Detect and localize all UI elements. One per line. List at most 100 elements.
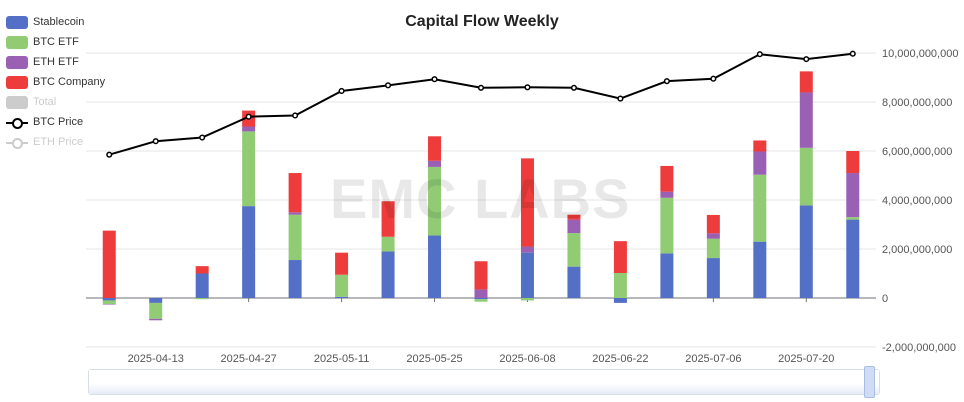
bar-btc-etf[interactable]: [335, 274, 349, 297]
bar-eth-etf[interactable]: [706, 233, 720, 239]
btc-price-point[interactable]: [106, 151, 113, 158]
legend-item-stablecoin[interactable]: Stablecoin: [6, 12, 105, 32]
bar-btc-company[interactable]: [660, 165, 674, 192]
bar-stablecoin[interactable]: [149, 298, 163, 303]
bar-btc-company[interactable]: [799, 71, 813, 93]
bar-eth-etf[interactable]: [242, 126, 256, 132]
btc-price-point[interactable]: [803, 56, 810, 63]
legend-item-btc-etf[interactable]: BTC ETF: [6, 32, 105, 52]
bar-btc-company[interactable]: [567, 214, 581, 220]
legend-item-btc-price[interactable]: BTC Price: [6, 112, 105, 132]
bar-btc-company[interactable]: [753, 140, 767, 152]
legend-item-total[interactable]: Total: [6, 92, 105, 112]
bar-btc-company[interactable]: [102, 230, 116, 298]
btc-price-point[interactable]: [245, 113, 252, 120]
btc-price-point[interactable]: [477, 84, 485, 91]
bar-eth-etf[interactable]: [149, 318, 163, 321]
btc-price-point[interactable]: [663, 78, 670, 85]
bar-btc-company[interactable]: [706, 214, 720, 234]
bar-eth-etf[interactable]: [428, 160, 442, 167]
bar-btc-etf[interactable]: [242, 131, 256, 207]
bar-btc-company[interactable]: [195, 266, 209, 274]
legend-item-eth-etf[interactable]: ETH ETF: [6, 52, 105, 72]
bar-eth-etf[interactable]: [567, 219, 581, 234]
legend: Stablecoin BTC ETF ETH ETF BTC Company T…: [6, 12, 105, 152]
bar-btc-etf[interactable]: [613, 273, 627, 298]
btc-price-point[interactable]: [570, 84, 577, 91]
bar-stablecoin[interactable]: [335, 296, 349, 298]
zoom-preview: [89, 370, 879, 394]
y-tick-label: 8,000,000,000: [882, 97, 952, 109]
bar-stablecoin[interactable]: [381, 251, 395, 298]
bar-btc-etf[interactable]: [428, 166, 442, 236]
bar-btc-company[interactable]: [381, 201, 395, 237]
bar-btc-etf[interactable]: [846, 217, 860, 220]
bar-eth-etf[interactable]: [474, 289, 488, 298]
bar-eth-etf[interactable]: [288, 212, 302, 215]
bar-btc-company[interactable]: [474, 261, 488, 290]
y-tick-label: 4,000,000,000: [882, 195, 952, 207]
bar-stablecoin[interactable]: [846, 219, 860, 298]
bar-btc-etf[interactable]: [288, 214, 302, 261]
zoom-handle[interactable]: [864, 366, 875, 398]
btc-price-point[interactable]: [385, 82, 392, 89]
btc-etf-swatch: [6, 35, 28, 49]
btc-price-point[interactable]: [292, 112, 299, 119]
bar-btc-etf[interactable]: [474, 299, 488, 302]
bar-eth-etf[interactable]: [799, 92, 813, 148]
bar-stablecoin[interactable]: [567, 266, 581, 298]
btc-price-point[interactable]: [431, 76, 438, 83]
legend-label: BTC Price: [33, 116, 84, 128]
btc-price-point[interactable]: [710, 75, 717, 82]
bar-stablecoin[interactable]: [288, 260, 302, 298]
bar-stablecoin[interactable]: [428, 235, 442, 298]
data-zoom-slider[interactable]: [88, 366, 880, 398]
x-tick-label: 2025-07-20: [778, 353, 834, 365]
bar-btc-company[interactable]: [428, 136, 442, 161]
bar-btc-company[interactable]: [613, 241, 627, 274]
bar-stablecoin[interactable]: [753, 241, 767, 298]
eth-etf-swatch: [6, 55, 28, 69]
btc-price-point[interactable]: [849, 50, 856, 57]
bar-btc-company[interactable]: [520, 158, 534, 247]
bar-stablecoin[interactable]: [799, 205, 813, 298]
bar-btc-company[interactable]: [335, 252, 349, 275]
bar-eth-etf[interactable]: [753, 151, 767, 175]
bar-btc-company[interactable]: [846, 151, 860, 174]
btc-price-point[interactable]: [617, 95, 624, 102]
btc-price-point[interactable]: [199, 134, 206, 141]
y-axis-tick-labels: -2,000,000,000 0 2,000,000,000 4,000,000,00…: [882, 48, 958, 354]
bar-btc-etf[interactable]: [195, 298, 209, 300]
btc-price-point[interactable]: [756, 51, 763, 58]
bar-btc-etf[interactable]: [381, 236, 395, 252]
btc-price-point[interactable]: [524, 84, 531, 91]
y-tick-label: -2,000,000,000: [882, 342, 956, 354]
bar-btc-etf[interactable]: [706, 238, 720, 259]
bar-stablecoin[interactable]: [520, 252, 534, 298]
bar-eth-etf[interactable]: [520, 246, 534, 253]
bar-eth-etf[interactable]: [660, 191, 674, 198]
bar-btc-etf[interactable]: [799, 147, 813, 206]
bar-stablecoin[interactable]: [474, 298, 488, 300]
bar-eth-etf[interactable]: [846, 173, 860, 218]
bar-stablecoin[interactable]: [242, 206, 256, 298]
bar-btc-etf[interactable]: [660, 197, 674, 254]
bar-btc-etf[interactable]: [102, 300, 116, 305]
bar-stablecoin[interactable]: [660, 253, 674, 298]
bar-stablecoin[interactable]: [706, 258, 720, 298]
bar-stablecoin[interactable]: [195, 273, 209, 299]
btc-price-point[interactable]: [152, 138, 159, 145]
bar-btc-etf[interactable]: [149, 302, 163, 319]
x-tick-label: 2025-07-06: [685, 353, 741, 365]
legend-label: ETH ETF: [33, 56, 79, 68]
bar-eth-etf[interactable]: [102, 304, 116, 305]
bar-btc-company[interactable]: [288, 173, 302, 213]
legend-item-btc-company[interactable]: BTC Company: [6, 72, 105, 92]
bar-stablecoin[interactable]: [102, 298, 116, 301]
bar-btc-etf[interactable]: [567, 233, 581, 267]
bar-btc-etf[interactable]: [520, 298, 534, 301]
legend-item-eth-price[interactable]: ETH Price: [6, 132, 105, 152]
bar-btc-etf[interactable]: [753, 174, 767, 242]
bar-stablecoin[interactable]: [613, 298, 627, 303]
btc-price-point[interactable]: [338, 87, 345, 95]
